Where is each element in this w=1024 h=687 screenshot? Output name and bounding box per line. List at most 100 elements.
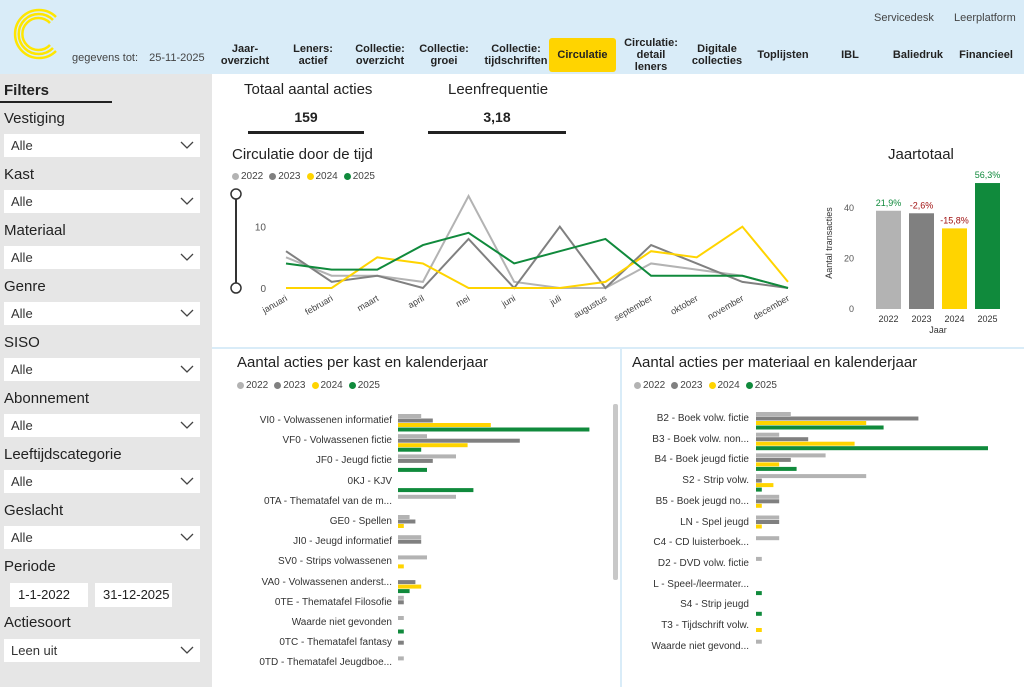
bar-2025[interactable] — [756, 446, 988, 451]
bar-2025[interactable] — [756, 487, 762, 492]
bar-2024[interactable] — [756, 421, 867, 425]
bar-2022[interactable] — [398, 414, 422, 418]
bar-2023[interactable] — [756, 416, 919, 421]
filter-select[interactable]: Alle — [4, 190, 200, 213]
nav-tab[interactable]: Collectie: overzicht — [355, 43, 405, 67]
bar-2024[interactable] — [398, 524, 404, 528]
bar-2025[interactable] — [756, 611, 762, 616]
nav-tab[interactable]: Circulatie: detail leners — [624, 37, 678, 73]
year-bar[interactable] — [876, 210, 901, 309]
leerplatform-link[interactable]: Leerplatform — [954, 12, 1016, 24]
bar-2024[interactable] — [398, 423, 491, 427]
bar-2022[interactable] — [398, 434, 427, 439]
bar-2024[interactable] — [756, 441, 855, 446]
bar-2022[interactable] — [398, 515, 410, 519]
bar-2025[interactable] — [398, 427, 590, 432]
bar-2023[interactable] — [398, 438, 520, 443]
bar-2023[interactable] — [398, 458, 433, 463]
bar-2023[interactable] — [398, 580, 416, 585]
nav-tab[interactable]: IBL — [841, 49, 859, 61]
legend-item[interactable]: 2022 — [232, 171, 263, 182]
bar-2022[interactable] — [756, 639, 762, 644]
bar-2022[interactable] — [756, 556, 762, 561]
legend-item[interactable]: 2023 — [269, 171, 301, 182]
bar-2023[interactable] — [398, 418, 433, 423]
kast-chart-scrollbar[interactable] — [613, 404, 618, 580]
bar-2024[interactable] — [756, 628, 762, 632]
series-line-2025[interactable] — [285, 231, 789, 289]
bar-2022[interactable] — [398, 555, 427, 560]
filter-select[interactable]: Alle — [4, 302, 200, 325]
bar-2023[interactable] — [756, 499, 780, 504]
bar-2022[interactable] — [756, 453, 826, 458]
bar-2022[interactable] — [756, 536, 780, 541]
filter-select[interactable]: Alle — [4, 470, 200, 493]
bar-2022[interactable] — [756, 494, 780, 499]
bar-2023[interactable] — [398, 539, 422, 544]
nav-tab[interactable]: Leners: actief — [293, 43, 333, 67]
bar-2025[interactable] — [398, 467, 427, 472]
filter-select[interactable]: Alle — [4, 526, 200, 549]
nav-tab[interactable]: Jaar- overzicht — [220, 43, 270, 67]
bar-2023[interactable] — [398, 519, 416, 524]
bar-2022[interactable] — [398, 616, 404, 620]
actiesoort-select[interactable]: Leen uit — [4, 639, 200, 662]
filter-select[interactable]: Alle — [4, 246, 200, 269]
range-slider-handle[interactable] — [230, 188, 242, 200]
legend-item[interactable]: 2025 — [343, 171, 375, 182]
nav-tab[interactable]: Toplijsten — [757, 49, 809, 61]
filter-select[interactable]: Alle — [4, 358, 200, 381]
bar-2024[interactable] — [398, 584, 422, 589]
bar-2025[interactable] — [756, 466, 797, 471]
range-slider-handle[interactable] — [230, 282, 242, 294]
series-line-2024[interactable] — [286, 225, 789, 289]
bar-2022[interactable] — [398, 595, 404, 600]
bar-2023[interactable] — [756, 457, 791, 462]
nav-tab[interactable]: Collectie: groei — [419, 43, 469, 67]
year-bar[interactable] — [942, 228, 967, 309]
bar-2024[interactable] — [756, 483, 774, 488]
bar-2024[interactable] — [398, 443, 468, 448]
legend-item[interactable]: 2025 — [745, 380, 777, 391]
legend-item[interactable]: 2025 — [348, 380, 380, 391]
periode-start-input[interactable]: 1-1-2022 — [10, 583, 88, 607]
nav-tab[interactable]: Collectie: tijdschriften — [484, 43, 548, 67]
year-bar[interactable] — [975, 183, 1000, 309]
bar-2024[interactable] — [398, 564, 404, 569]
bar-2025[interactable] — [756, 425, 884, 430]
bar-2023[interactable] — [756, 478, 762, 483]
periode-end-input[interactable]: 31-12-2025 — [95, 583, 172, 607]
bar-2022[interactable] — [756, 412, 791, 416]
legend-item[interactable]: 2024 — [306, 171, 338, 182]
filter-select[interactable]: Alle — [4, 134, 200, 157]
bar-2022[interactable] — [398, 454, 456, 459]
year-bar[interactable] — [909, 213, 934, 309]
bar-2024[interactable] — [756, 503, 762, 508]
servicedesk-link[interactable]: Servicedesk — [874, 12, 934, 24]
legend-item[interactable]: 2022 — [634, 380, 665, 391]
bar-2022[interactable] — [756, 474, 867, 479]
bar-2022[interactable] — [398, 494, 456, 499]
bar-2025[interactable] — [756, 591, 762, 596]
legend-item[interactable]: 2023 — [671, 380, 703, 391]
nav-tab[interactable]: Financieel — [959, 49, 1013, 61]
bar-2024[interactable] — [756, 462, 780, 467]
nav-tab[interactable]: Digitale collecties — [691, 43, 743, 67]
filter-select[interactable]: Alle — [4, 414, 200, 437]
bar-2022[interactable] — [398, 535, 422, 540]
legend-item[interactable]: 2024 — [311, 380, 343, 391]
bar-2022[interactable] — [398, 656, 404, 661]
nav-tab[interactable]: Circulatie — [549, 38, 616, 72]
bar-2025[interactable] — [398, 629, 404, 634]
legend-item[interactable]: 2022 — [237, 380, 268, 391]
bar-2023[interactable] — [398, 600, 404, 605]
bar-2024[interactable] — [756, 524, 762, 529]
bar-2025[interactable] — [398, 488, 474, 493]
legend-item[interactable]: 2024 — [708, 380, 740, 391]
bar-2023[interactable] — [398, 640, 404, 645]
series-line-2022[interactable] — [285, 193, 789, 289]
bar-2023[interactable] — [756, 437, 809, 442]
bar-2025[interactable] — [398, 447, 422, 452]
bar-2023[interactable] — [756, 520, 780, 524]
bar-2022[interactable] — [756, 432, 780, 437]
